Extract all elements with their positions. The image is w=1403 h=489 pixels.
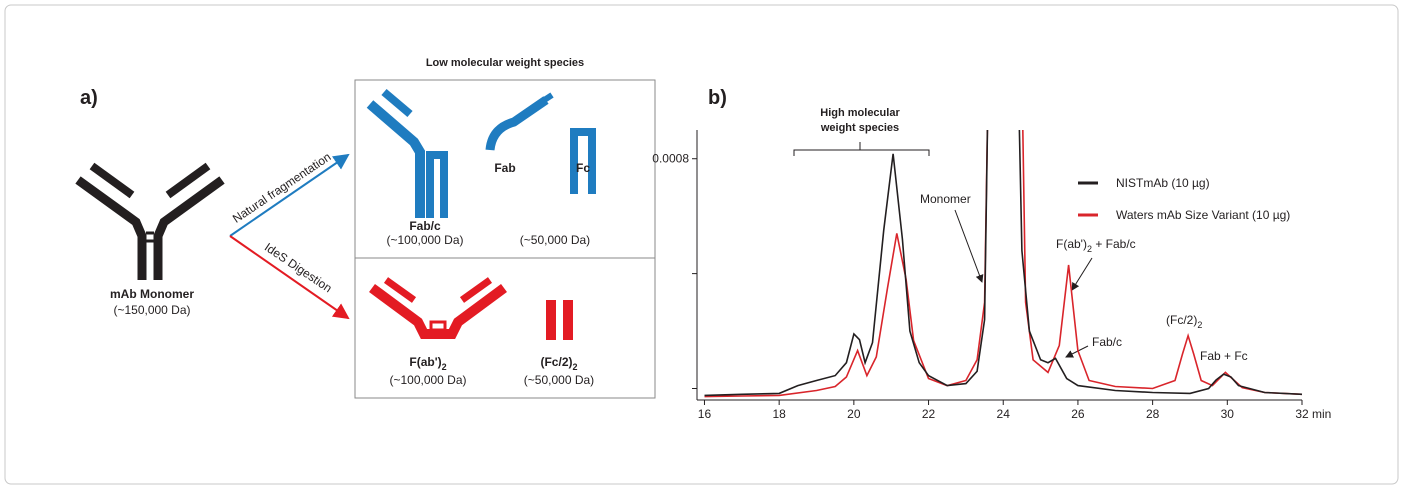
monomer-name: mAb Monomer: [110, 287, 194, 301]
fc2-name: (Fc/2)2: [540, 355, 577, 372]
annotation: Monomer: [920, 192, 971, 206]
fabc-shape: [366, 88, 448, 218]
panel-label: b): [708, 87, 727, 109]
fab-name: Fab: [494, 161, 515, 175]
x-tick-label: 32: [1295, 407, 1309, 421]
fab2-name: F(ab')2: [409, 355, 446, 372]
annotation-arrow: [1071, 257, 1093, 291]
fabc-name: Fab/c: [409, 219, 441, 233]
annotation-main: (Fc/2): [1166, 313, 1197, 327]
series: [704, 130, 1303, 397]
line: [704, 130, 1303, 398]
fab2-mass: (~100,000 Da): [389, 373, 466, 387]
line: [704, 130, 1303, 397]
annotation: F(ab')2 + Fab/c: [1056, 237, 1136, 254]
x-tick-label: 24: [997, 407, 1011, 421]
bracket: [793, 142, 930, 156]
fab-fc-mass: (~50,000 Da): [520, 233, 590, 247]
box-title: Low molecular weight species: [426, 57, 584, 69]
arrow-fragmentation: [229, 153, 350, 237]
x-tick-label: 22: [922, 407, 936, 421]
fab2-name-main: F(ab'): [409, 355, 441, 369]
annotation-rest: + Fab/c: [1092, 237, 1136, 251]
fab2-sub: 2: [442, 362, 447, 372]
x-tick-label: 30: [1221, 407, 1235, 421]
x-tick-label: 26: [1071, 407, 1085, 421]
annotation-arrow: [954, 209, 984, 283]
antibody-monomer: [75, 162, 225, 280]
box-bottom: [354, 257, 656, 399]
fc-name: Fc: [576, 161, 590, 175]
y-tick-label: 0.0008: [652, 152, 689, 166]
annotation: (Fc/2)2: [1166, 313, 1202, 330]
series: [704, 130, 1303, 398]
annotation-main: F(ab'): [1056, 237, 1087, 251]
annotation: Fab + Fc: [1200, 349, 1248, 363]
fab2-shape: [369, 277, 507, 339]
annotation-arrow: [1065, 345, 1089, 358]
frame: [4, 4, 1399, 485]
panel-label: a): [80, 87, 98, 109]
legend-label: NISTmAb (10 µg): [1116, 176, 1210, 190]
x-tick-label: 28: [1146, 407, 1160, 421]
x-tick-label: 16: [698, 407, 712, 421]
fc-shape: [570, 128, 596, 194]
fc2-sub: 2: [573, 362, 578, 372]
legend-label: Waters mAb Size Variant (10 µg): [1116, 208, 1290, 222]
x-tick-label: 20: [847, 407, 861, 421]
annotation: High molecular: [820, 107, 900, 119]
fabc-mass: (~100,000 Da): [386, 233, 463, 247]
fc2-name-main: (Fc/2): [540, 355, 572, 369]
fab-shape: [485, 92, 554, 151]
arrow-label: IdeS Digestion: [262, 240, 335, 295]
arrow-label: Natural fragmentation: [230, 150, 334, 226]
annotation: Fab/c: [1092, 335, 1122, 349]
monomer-mass: (~150,000 Da): [113, 303, 190, 317]
fc2-mass: (~50,000 Da): [524, 373, 594, 387]
annotation: weight species: [820, 122, 899, 134]
x-tick-label: 18: [772, 407, 786, 421]
arrow-digestion: [229, 235, 350, 320]
fc2-shape: [563, 300, 573, 340]
fc2-shape: [546, 300, 556, 340]
x-unit: min: [1312, 407, 1331, 421]
annotation-sub: 2: [1197, 320, 1202, 330]
annotation-sub: 2: [1087, 244, 1092, 254]
